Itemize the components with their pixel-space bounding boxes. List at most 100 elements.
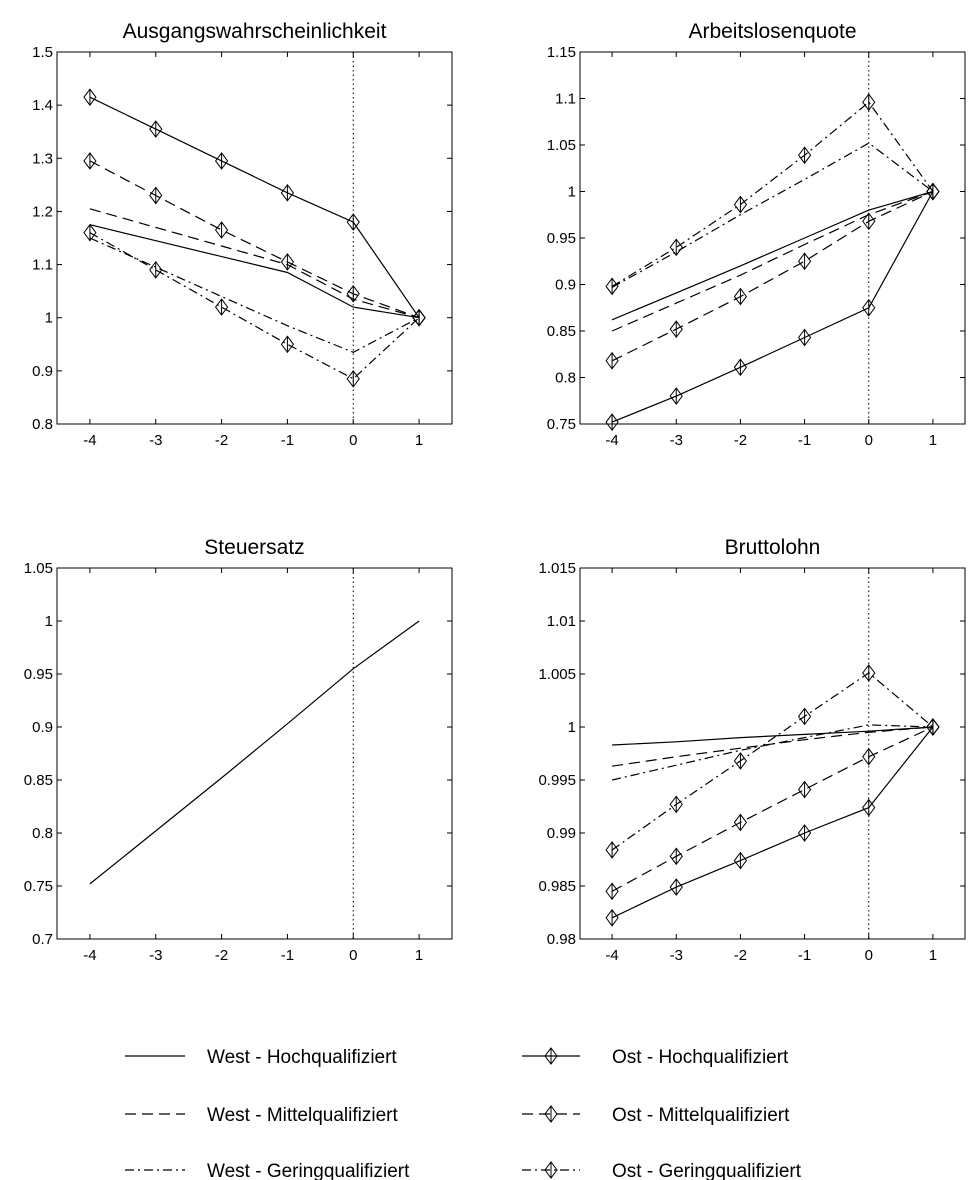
data-point-ost-geringqualifiziert bbox=[733, 195, 748, 214]
data-point-ost-hochqualifiziert bbox=[605, 908, 619, 927]
data-point-ost-hochqualifiziert bbox=[797, 328, 812, 347]
axes-frame bbox=[56, 567, 453, 940]
y-tick-label: 1.01 bbox=[547, 613, 576, 630]
data-point-ost-geringqualifiziert bbox=[862, 664, 876, 682]
data-point-ost-hochqualifiziert bbox=[346, 213, 360, 231]
x-tick-label: -4 bbox=[83, 947, 96, 964]
data-point-ost-mittelqualifiziert bbox=[669, 847, 683, 866]
x-tick-label: -4 bbox=[605, 432, 618, 449]
data-point-ost-geringqualifiziert bbox=[605, 841, 619, 859]
legend-label: West - Geringqualifiziert bbox=[207, 1161, 410, 1180]
series-line-ost-mittelqualifiziert bbox=[89, 160, 420, 319]
y-tick-label: 0.8 bbox=[32, 416, 53, 433]
series-line-ost-geringqualifiziert bbox=[89, 232, 420, 380]
x-tick-label: -1 bbox=[798, 947, 811, 964]
data-point-ost-geringqualifiziert bbox=[797, 146, 812, 165]
chart-panel-1: Ausgangswahrscheinlichkeit -4 -3 -2 -1 0 1 0.8 0… bbox=[32, 20, 453, 449]
series-line-west-geringqualifiziert bbox=[611, 142, 934, 288]
chart-title: Ausgangswahrscheinlichkeit bbox=[123, 20, 387, 43]
legend-item: Ost - Hochqualifiziert bbox=[522, 1047, 789, 1068]
y-tick-label: 0.75 bbox=[24, 878, 53, 895]
y-tick-label: 1.2 bbox=[32, 203, 53, 220]
series-line-ost-hochqualifiziert bbox=[611, 191, 934, 423]
data-point-ost-mittelqualifiziert bbox=[797, 252, 812, 271]
y-tick-label: 0.9 bbox=[32, 719, 53, 736]
y-tick-label: 0.7 bbox=[32, 931, 53, 948]
y-tick-label: 1.005 bbox=[538, 666, 576, 683]
axes-frame bbox=[56, 51, 453, 425]
data-point-ost-mittelqualifiziert bbox=[733, 287, 748, 306]
legend-label: Ost - Geringqualifiziert bbox=[612, 1161, 802, 1180]
axes-frame bbox=[579, 567, 966, 940]
y-tick-label: 1.15 bbox=[547, 44, 576, 61]
x-tick-label: -3 bbox=[149, 947, 162, 964]
data-point-ost-hochqualifiziert bbox=[149, 120, 163, 138]
x-tick-label: -2 bbox=[734, 432, 747, 449]
x-tick-label: -2 bbox=[215, 947, 228, 964]
series-line-ost-hochqualifiziert bbox=[611, 726, 934, 919]
data-point-ost-geringqualifiziert bbox=[862, 93, 876, 112]
data-point-ost-hochqualifiziert bbox=[214, 152, 229, 170]
series-line-west-hochqualifiziert bbox=[89, 620, 420, 885]
y-tick-label: 1 bbox=[45, 310, 53, 327]
legend-label: West - Hochqualifiziert bbox=[207, 1047, 397, 1068]
data-point-ost-mittelqualifiziert bbox=[797, 780, 812, 799]
data-point-ost-hochqualifiziert bbox=[83, 88, 97, 107]
data-point-ost-hochqualifiziert bbox=[797, 824, 812, 842]
y-tick-label: 0.85 bbox=[547, 323, 576, 340]
series-line-ost-geringqualifiziert bbox=[611, 101, 934, 287]
legend-item: Ost - Geringqualifiziert bbox=[522, 1161, 802, 1180]
data-point-ost-mittelqualifiziert bbox=[83, 152, 97, 170]
legend-item: West - Hochqualifiziert bbox=[125, 1047, 397, 1068]
x-tick-label: -4 bbox=[605, 947, 618, 964]
y-tick-label: 0.95 bbox=[24, 666, 53, 683]
data-point-ost-mittelqualifiziert bbox=[346, 284, 360, 303]
x-tick-label: 0 bbox=[349, 432, 357, 449]
data-point-ost-geringqualifiziert bbox=[83, 223, 97, 242]
x-tick-label: 1 bbox=[929, 432, 937, 449]
data-point-ost-hochqualifiziert bbox=[733, 358, 748, 377]
data-point-ost-mittelqualifiziert bbox=[280, 253, 295, 271]
y-tick-label: 1.1 bbox=[32, 257, 53, 274]
y-tick-label: 0.9 bbox=[32, 363, 53, 380]
y-tick-label: 1 bbox=[568, 719, 576, 736]
y-tick-label: 0.8 bbox=[32, 825, 53, 842]
legend-item: West - Mittelqualifiziert bbox=[125, 1105, 398, 1126]
y-tick-label: 1.1 bbox=[555, 91, 576, 108]
y-tick-label: 0.985 bbox=[538, 878, 576, 895]
chart-title: Bruttolohn bbox=[725, 536, 821, 559]
data-point-ost-hochqualifiziert bbox=[280, 183, 295, 202]
data-point-ost-mittelqualifiziert bbox=[862, 747, 876, 766]
y-tick-label: 0.8 bbox=[555, 370, 576, 387]
x-tick-label: -2 bbox=[734, 947, 747, 964]
x-tick-label: 1 bbox=[415, 947, 423, 964]
x-tick-label: -1 bbox=[798, 432, 811, 449]
legend-marker-icon bbox=[544, 1047, 558, 1065]
y-tick-label: 1.05 bbox=[547, 137, 576, 154]
y-tick-label: 1 bbox=[568, 184, 576, 201]
x-tick-label: -3 bbox=[149, 432, 162, 449]
data-point-ost-hochqualifiziert bbox=[669, 878, 683, 896]
y-tick-label: 1.4 bbox=[32, 97, 53, 114]
series-line-west-geringqualifiziert bbox=[611, 724, 933, 781]
legend-marker-icon bbox=[544, 1161, 558, 1179]
y-tick-label: 0.99 bbox=[547, 825, 576, 842]
data-point-ost-geringqualifiziert bbox=[926, 182, 940, 201]
data-point-ost-mittelqualifiziert bbox=[605, 882, 619, 901]
series-line-west-geringqualifiziert bbox=[89, 237, 420, 353]
x-tick-label: 0 bbox=[865, 947, 873, 964]
y-tick-label: 0.95 bbox=[547, 230, 576, 247]
series-line-ost-geringqualifiziert bbox=[611, 672, 934, 851]
data-point-ost-hochqualifiziert bbox=[862, 798, 876, 817]
data-point-ost-mittelqualifiziert bbox=[733, 813, 748, 832]
data-point-ost-hochqualifiziert bbox=[605, 413, 619, 431]
chart-panel-3: Steuersatz -4 -3 -2 -1 0 1 0.7 0.75 0.8 0.85 0.9 0.9… bbox=[24, 536, 453, 964]
data-point-ost-hochqualifiziert bbox=[862, 298, 876, 317]
data-point-ost-geringqualifiziert bbox=[733, 752, 748, 770]
y-tick-label: 1.05 bbox=[24, 560, 53, 577]
x-tick-label: -1 bbox=[281, 947, 294, 964]
y-tick-label: 1.5 bbox=[32, 44, 53, 61]
data-point-ost-mittelqualifiziert bbox=[149, 186, 163, 205]
x-tick-label: 1 bbox=[415, 432, 423, 449]
